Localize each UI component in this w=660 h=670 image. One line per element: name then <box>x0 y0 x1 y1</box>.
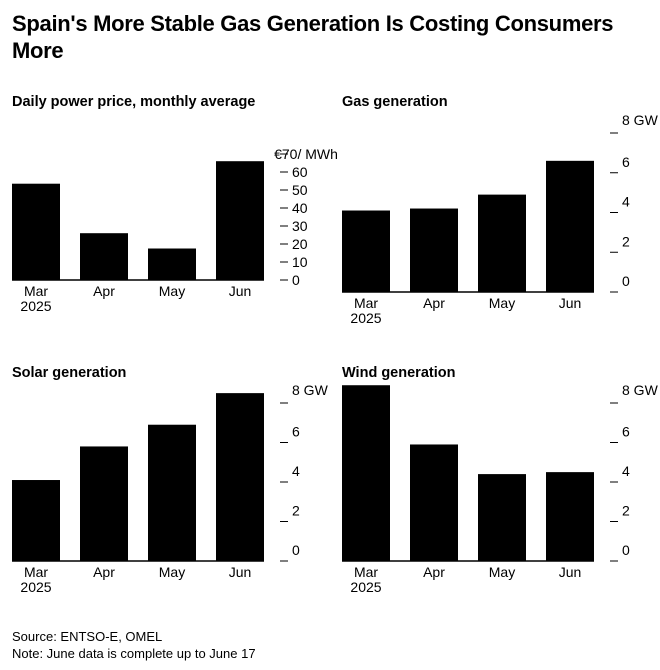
note-text: Note: June data is complete up to June 1… <box>12 646 256 661</box>
gas-xtick-label: Apr <box>423 295 445 311</box>
price-ytick-label: 0 <box>292 272 300 288</box>
wind-chart-title: Wind generation <box>342 365 456 381</box>
solar-xtick-sublabel: 2025 <box>20 579 51 595</box>
price-bar-mar <box>12 183 60 280</box>
price-xtick-sublabel: 2025 <box>20 298 51 314</box>
price-bar-may <box>148 248 196 280</box>
solar-ytick-label: 6 <box>292 424 300 440</box>
solar-ytick-label: 8 GW <box>292 382 329 398</box>
wind-ytick-label: 6 <box>622 424 630 440</box>
wind-ytick-label: 0 <box>622 542 630 558</box>
wind-xtick-sublabel: 2025 <box>350 579 381 595</box>
price-ytick-label: 60 <box>292 164 308 180</box>
wind-ytick-label: 2 <box>622 503 630 519</box>
price-ytick-label: 10 <box>292 254 308 270</box>
wind-bar-apr <box>410 444 458 561</box>
gas-ytick-label: 2 <box>622 233 630 249</box>
solar-ytick-label: 4 <box>292 463 300 479</box>
price-xtick-label: Mar <box>24 283 48 299</box>
price-xtick-label: May <box>159 283 185 299</box>
wind-xtick-label: May <box>489 564 515 580</box>
gas-xtick-label: Mar <box>354 295 378 311</box>
gas-bar-mar <box>342 210 390 292</box>
source-text: Source: ENTSO-E, OMEL <box>12 629 163 644</box>
price-ytick-label: 50 <box>292 182 308 198</box>
gas-ytick-label: 4 <box>622 194 630 210</box>
price-ytick-label: 30 <box>292 218 308 234</box>
gas-xtick-label: Jun <box>559 295 582 311</box>
wind-bar-may <box>478 474 526 561</box>
price-bar-jun <box>216 161 264 280</box>
gas-chart-panel: Gas generation Mar 2025 Apr May Jun 0 2 4 6 8 GW <box>342 94 660 334</box>
gas-chart-title: Gas generation <box>342 94 448 110</box>
price-ytick-label: 20 <box>292 236 308 252</box>
gas-ytick-label: 6 <box>622 154 630 170</box>
solar-xtick-label: May <box>159 564 185 580</box>
price-bar-apr <box>80 233 128 280</box>
solar-ytick-label: 2 <box>292 503 300 519</box>
solar-bar-apr <box>80 446 128 561</box>
gas-bar-apr <box>410 208 458 292</box>
wind-bar-mar <box>342 385 390 561</box>
wind-xtick-label: Mar <box>354 564 378 580</box>
solar-bar-may <box>148 424 196 561</box>
solar-xtick-label: Apr <box>93 564 115 580</box>
price-chart-title: Daily power price, monthly average <box>12 94 256 110</box>
price-xtick-label: Apr <box>93 283 115 299</box>
wind-xtick-label: Apr <box>423 564 445 580</box>
footer: Source: ENTSO-E, OMEL Note: June data is… <box>12 628 256 662</box>
gas-ytick-label: 8 GW <box>622 112 659 128</box>
gas-xtick-sublabel: 2025 <box>350 310 381 326</box>
wind-bar-jun <box>546 472 594 561</box>
gas-bar-may <box>478 194 526 292</box>
gas-xtick-label: May <box>489 295 515 311</box>
solar-xtick-label: Mar <box>24 564 48 580</box>
wind-ytick-label: 4 <box>622 463 630 479</box>
price-ytick-label: €70/ MWh <box>274 146 338 162</box>
solar-bar-jun <box>216 393 264 561</box>
price-xtick-label: Jun <box>229 283 252 299</box>
price-ytick-label: 40 <box>292 200 308 216</box>
price-chart-panel: Daily power price, monthly average Mar 20… <box>12 94 338 334</box>
gas-bar-jun <box>546 160 594 292</box>
solar-chart-panel: Solar generation Mar 2025 Apr May Jun 0 2 4 6 8 G… <box>12 365 332 605</box>
wind-chart-panel: Wind generation Mar 2025 Apr May Jun 0 2 4 6 8 GW <box>342 365 660 605</box>
solar-ytick-label: 0 <box>292 542 300 558</box>
gas-ytick-label: 0 <box>622 273 630 289</box>
solar-bar-mar <box>12 480 60 561</box>
wind-ytick-label: 8 GW <box>622 382 659 398</box>
solar-chart-title: Solar generation <box>12 365 127 381</box>
chart-title: Spain's More Stable Gas Generation Is Co… <box>12 11 614 63</box>
solar-xtick-label: Jun <box>229 564 252 580</box>
wind-xtick-label: Jun <box>559 564 582 580</box>
